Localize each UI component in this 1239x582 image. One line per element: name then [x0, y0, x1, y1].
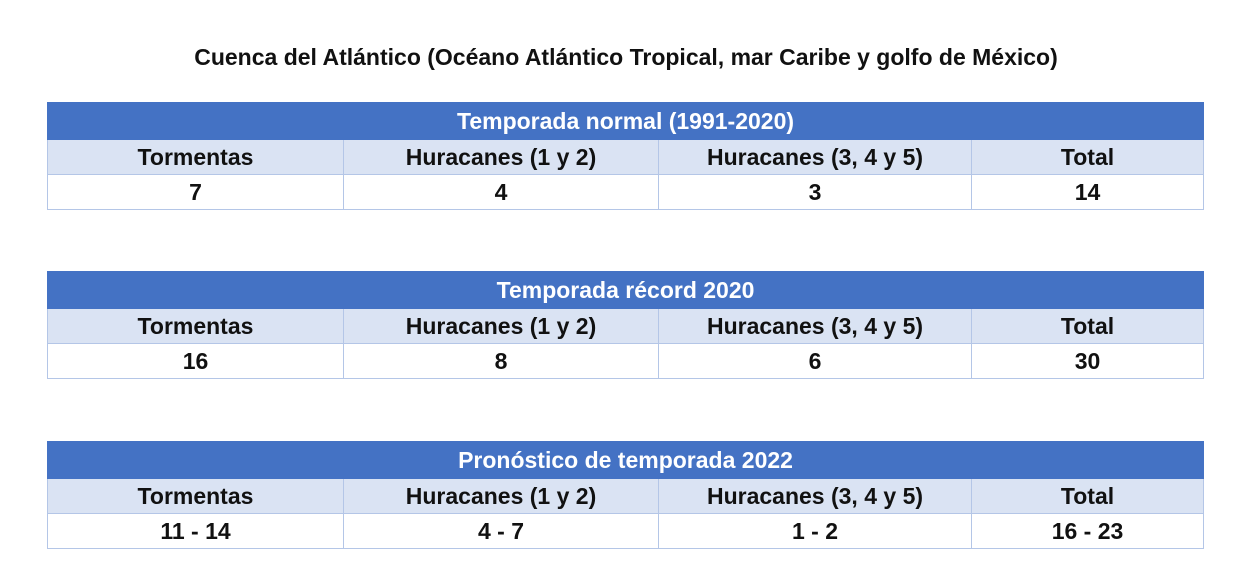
column-header-total: Total — [970, 478, 1205, 514]
value-huracanes-1-2: 8 — [343, 343, 659, 379]
season-table-normal: Temporada normal (1991-2020) Tormentas H… — [46, 102, 1205, 210]
value-huracanes-3-4-5: 3 — [658, 174, 972, 210]
column-header-tormentas: Tormentas — [47, 139, 344, 175]
value-total: 14 — [970, 174, 1205, 210]
value-huracanes-1-2: 4 - 7 — [343, 513, 659, 549]
column-header-huracanes-3-4-5: Huracanes (3, 4 y 5) — [658, 478, 972, 514]
table-heading: Temporada récord 2020 — [46, 271, 1205, 309]
value-huracanes-3-4-5: 6 — [658, 343, 972, 379]
column-header-huracanes-1-2: Huracanes (1 y 2) — [343, 478, 659, 514]
page-title: Cuenca del Atlántico (Océano Atlántico T… — [194, 44, 1058, 70]
column-header-total: Total — [970, 308, 1205, 344]
value-huracanes-1-2: 4 — [343, 174, 659, 210]
column-header-total: Total — [970, 139, 1205, 175]
column-header-tormentas: Tormentas — [47, 308, 344, 344]
column-header-huracanes-3-4-5: Huracanes (3, 4 y 5) — [658, 139, 972, 175]
value-tormentas: 7 — [47, 174, 344, 210]
column-header-huracanes-1-2: Huracanes (1 y 2) — [343, 308, 659, 344]
column-header-huracanes-3-4-5: Huracanes (3, 4 y 5) — [658, 308, 972, 344]
column-header-tormentas: Tormentas — [47, 478, 344, 514]
season-table-record-2020: Temporada récord 2020 Tormentas Huracane… — [46, 271, 1205, 379]
column-header-huracanes-1-2: Huracanes (1 y 2) — [343, 139, 659, 175]
season-table-forecast-2022: Pronóstico de temporada 2022 Tormentas H… — [46, 441, 1205, 549]
value-total: 16 - 23 — [970, 513, 1205, 549]
value-total: 30 — [970, 343, 1205, 379]
value-huracanes-3-4-5: 1 - 2 — [658, 513, 972, 549]
table-heading: Temporada normal (1991-2020) — [46, 102, 1205, 140]
table-heading: Pronóstico de temporada 2022 — [46, 441, 1205, 479]
value-tormentas: 11 - 14 — [47, 513, 344, 549]
value-tormentas: 16 — [47, 343, 344, 379]
